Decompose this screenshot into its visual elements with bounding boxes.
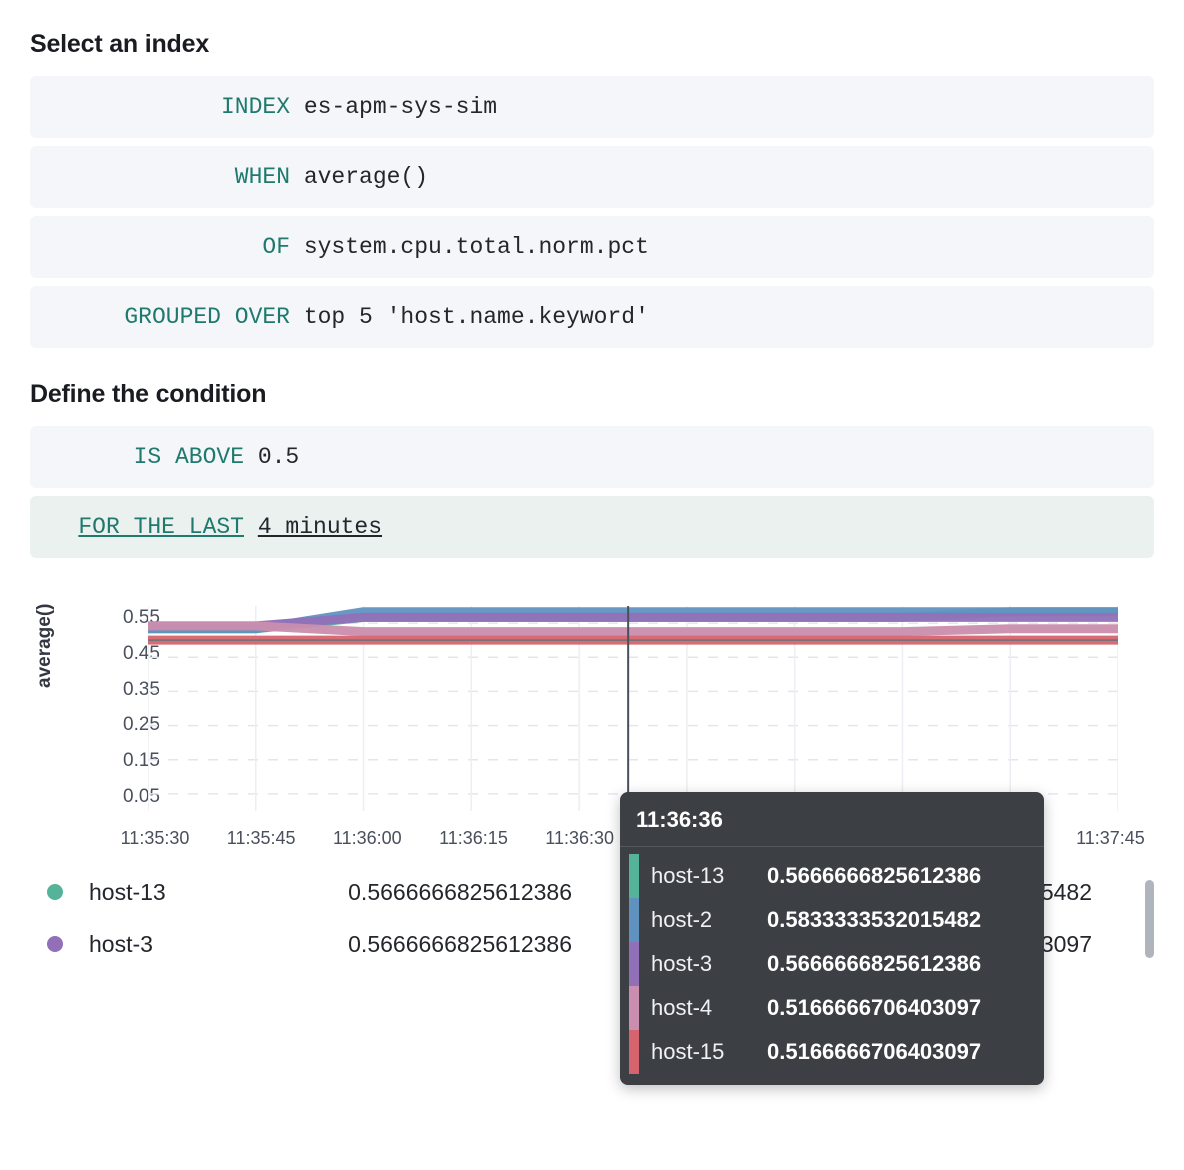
legend-series-name: host-3 <box>89 930 153 957</box>
tooltip-color-swatch <box>629 898 639 942</box>
tooltip-row: host-15 0.5166666706403097 <box>620 1030 1044 1074</box>
x-axis-tick-label: 11:35:30 <box>120 828 190 848</box>
y-axis-tick-label: 0.15 <box>123 750 160 772</box>
tooltip-series-name: host-15 <box>651 1039 725 1064</box>
tooltip-time: 11:36:36 <box>620 792 1044 847</box>
legend-item[interactable]: host-3 0.5666666825612386 <box>30 918 610 970</box>
y-axis-title: average() <box>34 603 55 689</box>
expression-for-the-last[interactable]: FOR THE LAST 4 minutes <box>30 496 1154 558</box>
legend-item[interactable]: host-13 0.5666666825612386 <box>30 866 610 918</box>
y-axis-ticks: 0.55 0.45 0.35 0.25 0.15 0.05 <box>82 600 160 815</box>
tooltip-series-name: host-4 <box>651 995 713 1020</box>
tooltip-row: host-3 0.5666666825612386 <box>620 942 1044 986</box>
expression-of[interactable]: OF system.cpu.total.norm.pct <box>30 216 1154 278</box>
chart-line-host-4 <box>148 621 1118 637</box>
expression-of-value: system.cpu.total.norm.pct <box>303 234 649 260</box>
tooltip-series-value: 0.5166666706403097 <box>767 995 982 1020</box>
tooltip-color-swatch <box>629 1030 639 1074</box>
index-expression-list: INDEX es-apm-sys-sim WHEN average() OF s… <box>30 76 1154 348</box>
y-axis-tick-label: 0.05 <box>123 786 160 808</box>
tooltip-row: host-4 0.5166666706403097 <box>620 986 1044 1030</box>
expression-for-the-last-value: 4 minutes <box>257 514 383 540</box>
tooltip-series-name: host-13 <box>651 863 725 888</box>
legend-color-dot <box>47 884 63 900</box>
tooltip-color-swatch <box>629 942 639 986</box>
chart-tooltip: 11:36:36 host-13 0.5666666825612386 host-2… <box>620 792 1044 1085</box>
tooltip-rows: host-13 0.5666666825612386 host-2 0.5833333… <box>620 847 1044 1085</box>
page-title-define-condition: Define the condition <box>30 380 267 408</box>
legend-series-value: 0.5666666825612386 <box>348 930 572 957</box>
tooltip-row: host-2 0.5833333532015482 <box>620 898 1044 942</box>
chart-line-host-3 <box>148 612 1118 631</box>
chart-lines-svg <box>148 606 1118 811</box>
tooltip-row: host-13 0.5666666825612386 <box>620 854 1044 898</box>
page-title-select-index: Select an index <box>30 30 210 58</box>
x-axis-tick-label: 11:35:45 <box>226 828 296 848</box>
expression-grouped-over[interactable]: GROUPED OVER top 5 'host.name.keyword' <box>30 286 1154 348</box>
x-axis-tick-label: 11:36:30 <box>545 828 615 848</box>
x-axis-tick-label: 11:36:15 <box>439 828 508 848</box>
expression-when-keyword: WHEN <box>234 164 290 190</box>
x-axis-tick-label: 11:36:00 <box>332 828 402 848</box>
expression-index-keyword: INDEX <box>220 94 290 120</box>
tooltip-series-name: host-3 <box>651 951 713 976</box>
tooltip-series-value: 0.5833333532015482 <box>767 907 982 932</box>
condition-expression-list: IS ABOVE 0.5 FOR THE LAST 4 minutes <box>30 426 1154 558</box>
expression-index-value: es-apm-sys-sim <box>303 94 498 120</box>
tooltip-series-value: 0.5166666706403097 <box>767 1039 982 1064</box>
x-axis-tick-label: 11:37:45 <box>1076 828 1145 848</box>
tooltip-series-value: 0.5666666825612386 <box>767 951 982 976</box>
tooltip-series-value: 0.5666666825612386 <box>767 863 982 888</box>
expression-grouped-over-value: top 5 'host.name.keyword' <box>303 304 649 330</box>
tooltip-color-swatch <box>629 854 639 898</box>
legend-scrollbar[interactable] <box>1145 880 1154 958</box>
tooltip-color-swatch <box>629 986 639 1030</box>
expression-when[interactable]: WHEN average() <box>30 146 1154 208</box>
expression-of-keyword: OF <box>262 234 290 260</box>
chart-series-canvas <box>148 606 1118 811</box>
expression-is-above[interactable]: IS ABOVE 0.5 <box>30 426 1154 488</box>
expression-grouped-over-keyword: GROUPED OVER <box>124 304 290 330</box>
tooltip-series-name: host-2 <box>651 907 713 932</box>
expression-is-above-keyword: IS ABOVE <box>133 444 244 470</box>
legend-color-dot <box>47 936 63 952</box>
expression-for-the-last-keyword: FOR THE LAST <box>78 514 244 540</box>
expression-when-value: average() <box>303 164 429 190</box>
expression-is-above-value: 0.5 <box>257 444 300 470</box>
y-axis-tick-label: 0.45 <box>123 642 160 664</box>
y-axis-tick-label: 0.35 <box>123 678 160 700</box>
legend-series-name: host-13 <box>89 878 166 905</box>
y-axis-tick-label: 0.25 <box>123 714 160 736</box>
legend-series-value: 0.5666666825612386 <box>348 878 572 905</box>
expression-index[interactable]: INDEX es-apm-sys-sim <box>30 76 1154 138</box>
